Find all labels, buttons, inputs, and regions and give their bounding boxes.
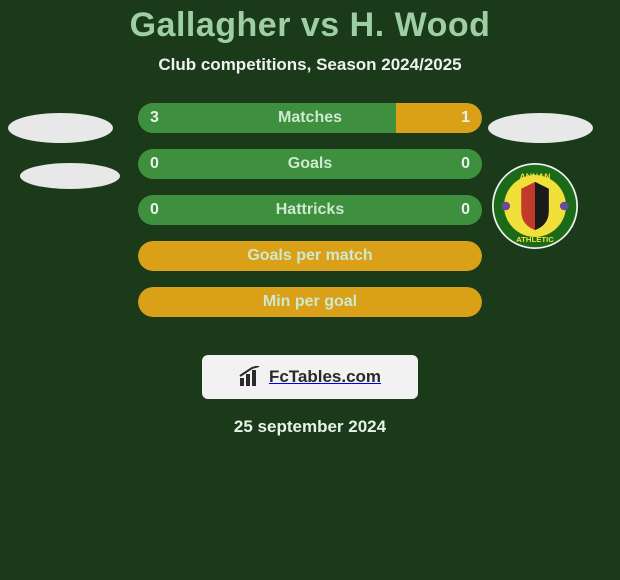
page-subtitle: Club competitions, Season 2024/2025: [0, 55, 620, 75]
page-title: Gallagher vs H. Wood: [0, 6, 620, 45]
header: Gallagher vs H. Wood Club competitions, …: [0, 0, 620, 75]
bar-goals: 0 Goals 0: [138, 149, 482, 179]
bars-column: 3 Matches 1 0 Goals 0 0 Hattricks 0 Goal…: [138, 103, 482, 333]
date-label: 25 september 2024: [0, 417, 620, 437]
avatar-right-1: [488, 113, 593, 143]
badge-label-top: ANNAN: [519, 171, 550, 181]
badge-svg: ANNAN ATHLETIC: [492, 163, 578, 249]
bar-label: Matches: [138, 103, 482, 133]
bar-matches: 3 Matches 1: [138, 103, 482, 133]
bar-goals-per-match: Goals per match: [138, 241, 482, 271]
bar-value-right: 1: [461, 103, 470, 133]
promo-text: FcTables.com: [269, 367, 381, 387]
badge-label-bottom: ATHLETIC: [516, 235, 554, 244]
bar-value-right: 0: [461, 149, 470, 179]
bar-min-per-goal: Min per goal: [138, 287, 482, 317]
avatar-left-1: [8, 113, 113, 143]
bar-label: Hattricks: [138, 195, 482, 225]
team-badge-annan: ANNAN ATHLETIC: [492, 163, 578, 249]
chart-icon: [239, 366, 263, 388]
bar-value-right: 0: [461, 195, 470, 225]
promo-link[interactable]: FcTables.com: [202, 355, 418, 399]
bar-label: Goals: [138, 149, 482, 179]
bar-label: Min per goal: [138, 287, 482, 317]
bar-label: Goals per match: [138, 241, 482, 271]
bar-hattricks: 0 Hattricks 0: [138, 195, 482, 225]
avatar-left-2: [20, 163, 120, 189]
stats-area: ANNAN ATHLETIC 3 Matches 1 0 Goals 0 0 H…: [0, 103, 620, 333]
